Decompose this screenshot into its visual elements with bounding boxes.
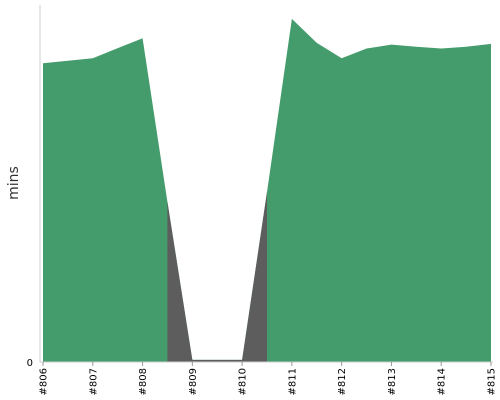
x-axis-ticks: #806 #807 #808 #809 #810 #811 #812 #813 #814 #815 [39, 362, 498, 395]
y-axis-ticks: 0 [27, 358, 33, 369]
area-series-0 [43, 18, 491, 362]
x-tick-label: #815 [487, 368, 498, 395]
x-tick-label: #806 [39, 368, 50, 395]
x-tick-label: #808 [138, 368, 149, 395]
x-tick-label: #812 [337, 368, 348, 395]
plot-areas [43, 18, 491, 362]
y-tick-label: 0 [27, 358, 33, 369]
area-series-1 [167, 192, 267, 362]
x-tick-label: #810 [238, 368, 249, 395]
x-tick-label: #814 [437, 368, 448, 395]
x-tick-label: #807 [88, 368, 99, 395]
y-axis-label: mins [6, 166, 22, 200]
x-tick-label: #809 [188, 368, 199, 395]
x-tick-label: #811 [287, 368, 298, 395]
x-tick-label: #813 [387, 368, 398, 395]
